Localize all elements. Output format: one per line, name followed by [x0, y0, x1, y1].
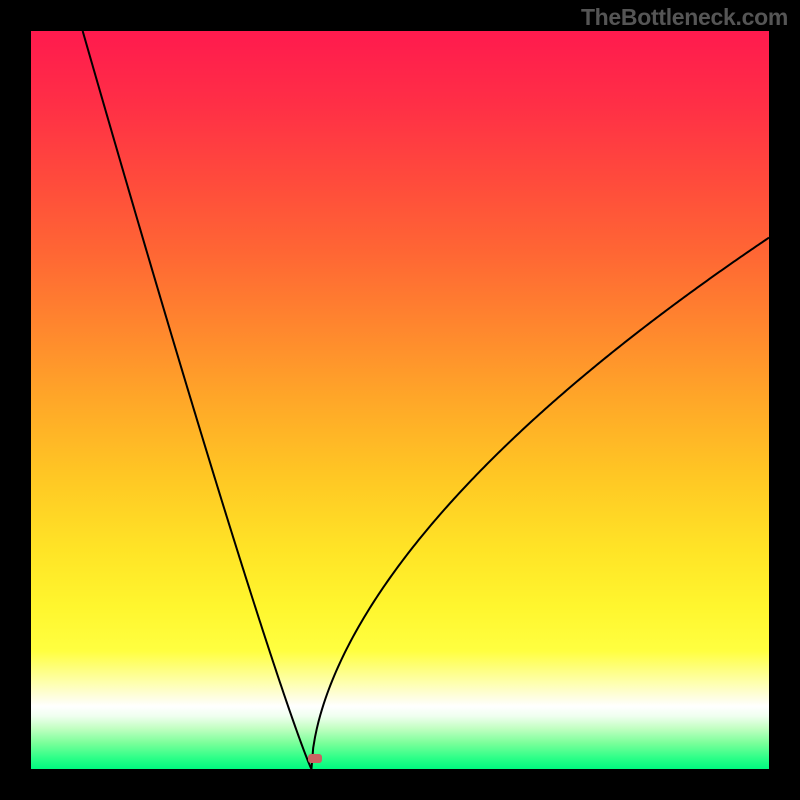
chart-container: TheBottleneck.com [0, 0, 800, 800]
curve-svg [31, 31, 769, 769]
minimum-marker [308, 754, 322, 763]
bottleneck-curve [83, 31, 769, 769]
plot-area [31, 31, 769, 769]
watermark-text: TheBottleneck.com [581, 4, 788, 31]
